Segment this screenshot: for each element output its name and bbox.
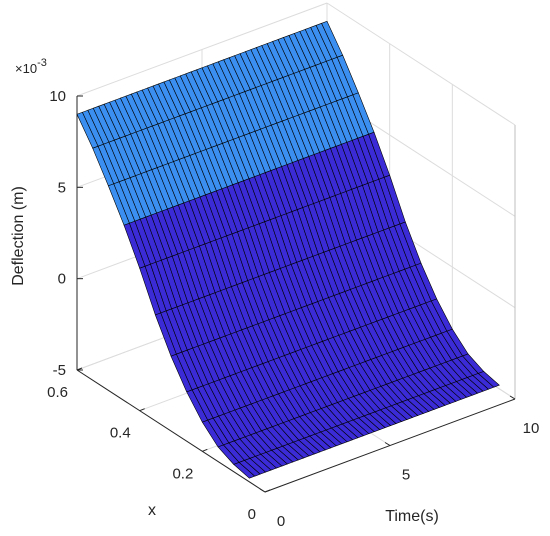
tick-mark [264,489,271,493]
y-tick-label: 0 [248,506,256,523]
tick-mark [509,395,516,400]
z-exponent-power: -3 [37,57,47,69]
tick-labels: 0 5 10 0 0.2 0.4 0.6 -5 0 5 10 [47,88,539,530]
y-tick-label: 0.2 [172,465,193,482]
z-tick-label: 10 [49,88,66,105]
grid-line [326,2,516,126]
z-exponent-base: ×10 [15,61,37,76]
surface-patch [321,20,344,58]
tick-mark [259,488,266,493]
tick-mark [202,448,208,452]
tick-mark [139,408,145,412]
z-tick-label: 5 [58,179,66,196]
z-tick-label: -5 [53,362,66,379]
y-tick-label: 0.4 [110,425,131,442]
x-tick-label: 0 [277,513,285,530]
x-tick-label: 5 [402,467,410,484]
surface-plot [76,20,500,479]
tick-mark [384,442,391,446]
z-tick-label: 0 [58,271,66,288]
grid-line [76,2,328,97]
z-exponent-label: ×10-3 [15,57,47,76]
axis-line [76,369,266,493]
x-axis-label: Time(s) [385,508,439,525]
y-tick-label: 0.6 [47,384,68,401]
z-axis-label: Deflection (m) [10,186,27,286]
y-axis-label: x [148,502,156,519]
x-tick-label: 10 [523,420,540,437]
